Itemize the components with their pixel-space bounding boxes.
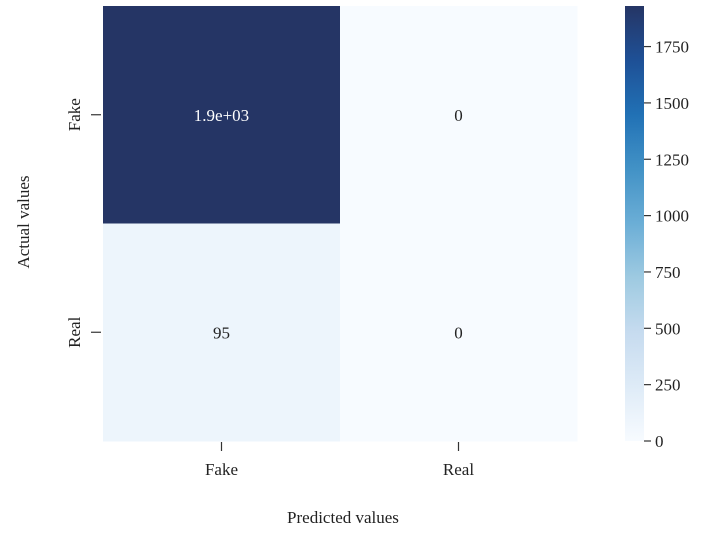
colorbar-tick-label: 750 xyxy=(655,263,681,282)
colorbar-tick-label: 1750 xyxy=(655,38,689,57)
colorbar-tick-label: 500 xyxy=(655,319,681,338)
heatmap-cell xyxy=(103,6,341,224)
cell-value-label: 95 xyxy=(213,323,230,342)
heatmap-cell xyxy=(103,223,341,442)
colorbar-tick-label: 250 xyxy=(655,376,681,395)
colorbar-gradient xyxy=(625,6,644,441)
y-axis: Fake Real xyxy=(65,98,101,348)
cell-value-label: 0 xyxy=(454,323,463,342)
colorbar-tick-label: 0 xyxy=(655,432,664,451)
y-axis-label: Actual values xyxy=(14,176,33,269)
cell-value-label: 1.9e+03 xyxy=(194,106,249,125)
x-tick-label: Real xyxy=(443,460,474,479)
heatmap-cell xyxy=(340,6,578,224)
x-axis-label: Predicted values xyxy=(287,508,399,527)
cell-value-label: 0 xyxy=(454,106,463,125)
y-tick-label: Real xyxy=(65,316,84,347)
x-tick-label: Fake xyxy=(205,460,238,479)
x-axis: Fake Real xyxy=(205,442,474,479)
cell-annotations: 1.9e+03 0 95 0 xyxy=(194,106,463,343)
colorbar: 0 250 500 750 1000 1250 1500 1750 xyxy=(625,6,689,451)
heatmap-cell xyxy=(340,223,578,442)
y-tick-label: Fake xyxy=(65,98,84,131)
colorbar-tick-label: 1500 xyxy=(655,94,689,113)
heatmap-cells xyxy=(103,6,578,442)
colorbar-tick-label: 1000 xyxy=(655,207,689,226)
colorbar-tick-label: 1250 xyxy=(655,150,689,169)
